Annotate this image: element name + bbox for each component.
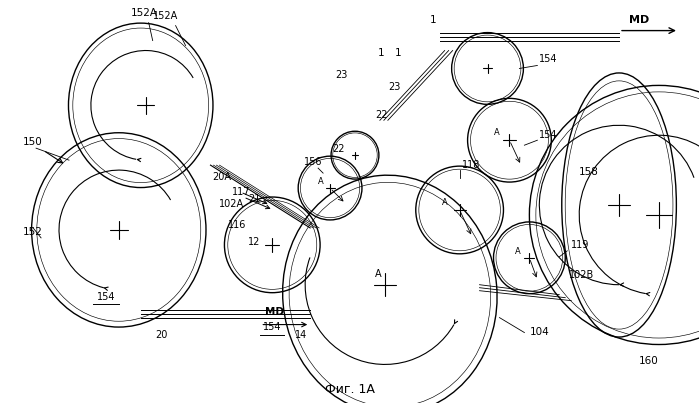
Text: 160: 160 — [639, 356, 659, 366]
Text: Фиг. 1А: Фиг. 1А — [325, 383, 375, 396]
Text: 20A: 20A — [213, 172, 232, 182]
Text: A: A — [494, 128, 499, 137]
Text: 118: 118 — [461, 160, 480, 170]
Text: 23: 23 — [335, 70, 347, 80]
Text: 119: 119 — [571, 240, 589, 250]
Text: 20: 20 — [155, 330, 168, 339]
Text: 102A: 102A — [218, 199, 244, 209]
Text: 150: 150 — [23, 137, 43, 147]
Text: 154: 154 — [539, 130, 558, 140]
Text: 21: 21 — [248, 194, 260, 204]
Text: MD: MD — [265, 307, 284, 317]
Text: 152: 152 — [23, 227, 43, 237]
Text: 117: 117 — [232, 187, 251, 197]
Text: 154: 154 — [263, 322, 281, 332]
Text: A: A — [515, 247, 522, 256]
Text: A: A — [318, 177, 324, 186]
Text: 22: 22 — [375, 110, 387, 120]
Text: 116: 116 — [228, 220, 247, 230]
Text: 102B: 102B — [569, 270, 594, 280]
Text: 152A: 152A — [153, 11, 178, 21]
Text: 1: 1 — [430, 15, 436, 25]
Text: 23: 23 — [388, 82, 400, 93]
Text: A: A — [375, 269, 382, 279]
Text: 152A: 152A — [131, 8, 158, 18]
Text: 154: 154 — [539, 55, 558, 65]
Text: MD: MD — [629, 15, 650, 25]
Text: 154: 154 — [97, 292, 115, 302]
Text: 1: 1 — [395, 48, 402, 57]
Text: 14: 14 — [295, 330, 307, 339]
Text: 104: 104 — [529, 326, 549, 337]
Text: 1: 1 — [378, 48, 384, 57]
Text: 156: 156 — [304, 157, 323, 167]
Text: 12: 12 — [248, 237, 260, 247]
Text: 158: 158 — [579, 167, 599, 177]
Text: A: A — [442, 198, 447, 207]
Text: 22: 22 — [332, 144, 344, 154]
